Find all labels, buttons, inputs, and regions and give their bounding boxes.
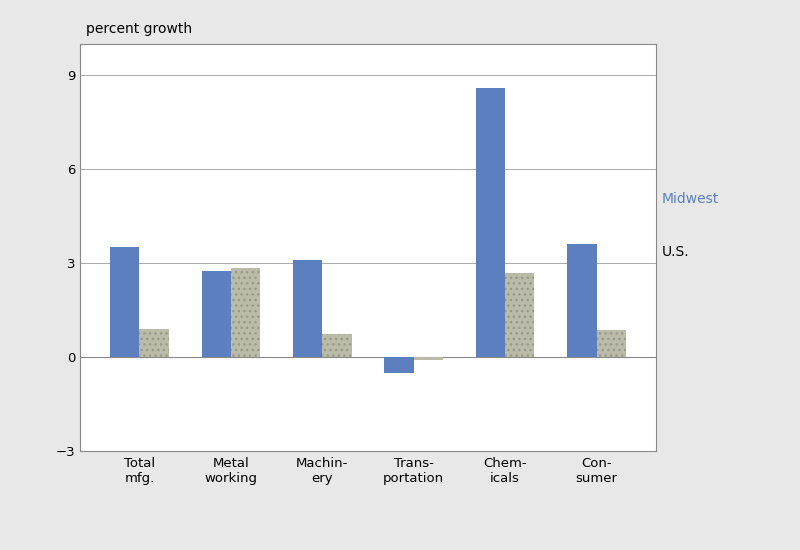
Bar (505, 273, 534, 357)
Bar (476, 88, 505, 357)
Bar (597, 331, 626, 357)
Text: percent growth: percent growth (86, 22, 192, 36)
Bar (385, 357, 414, 373)
Text: U.S.: U.S. (662, 245, 690, 258)
Bar (293, 260, 322, 357)
Text: Midwest: Midwest (662, 191, 719, 206)
Bar (110, 248, 139, 357)
Bar (322, 334, 351, 357)
Bar (202, 271, 231, 357)
Bar (567, 244, 597, 357)
Bar (139, 329, 169, 357)
Bar (414, 357, 443, 360)
Bar (231, 268, 260, 357)
